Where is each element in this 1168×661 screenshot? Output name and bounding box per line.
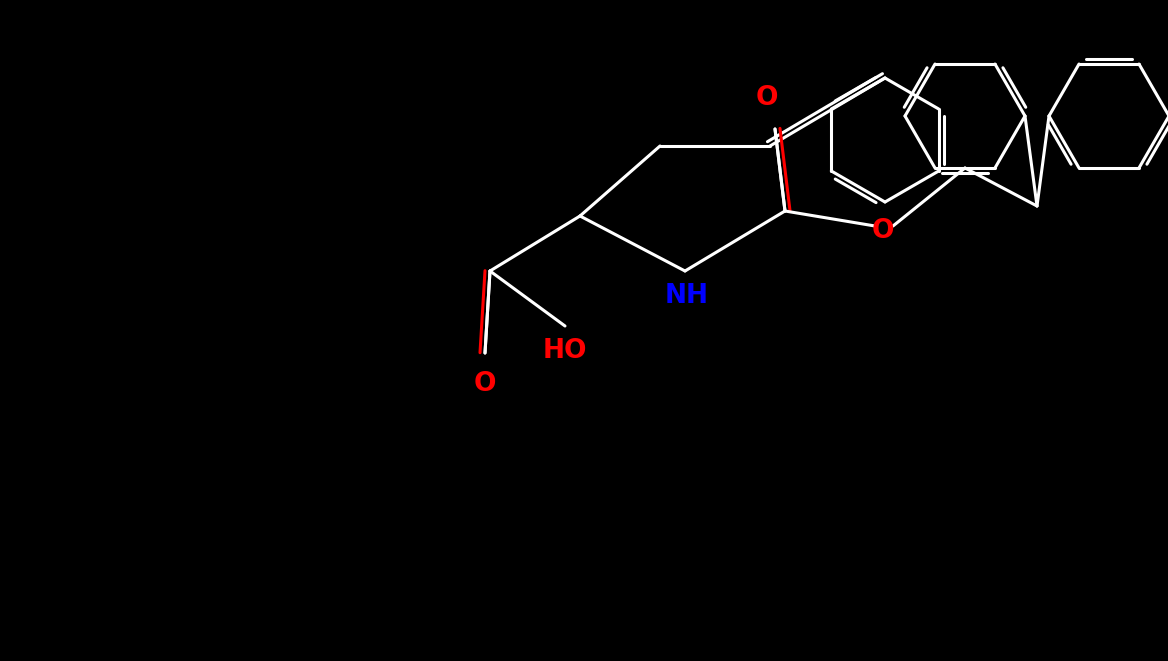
Text: O: O (871, 218, 895, 244)
Text: NH: NH (665, 283, 709, 309)
Text: HO: HO (543, 338, 588, 364)
Text: O: O (756, 85, 778, 111)
Text: O: O (474, 371, 496, 397)
